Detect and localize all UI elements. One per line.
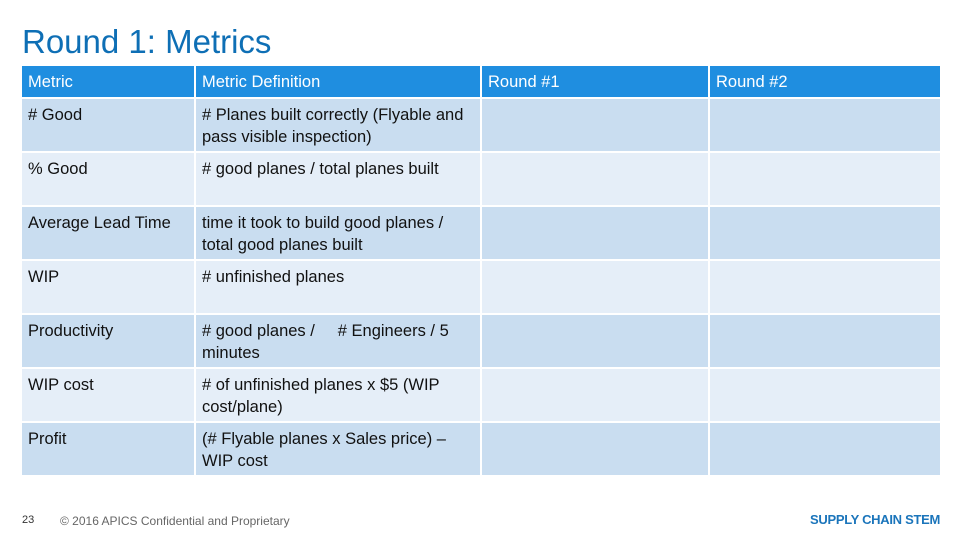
- table-row: Average Lead Time time it took to build …: [22, 206, 942, 261]
- metrics-table: Metric Metric Definition Round #1 Round …: [22, 66, 942, 477]
- header-metric: Metric: [22, 66, 196, 99]
- round-2-cell[interactable]: [709, 260, 942, 315]
- round-2-cell[interactable]: [709, 314, 942, 369]
- definition-cell: time it took to build good planes / tota…: [195, 206, 482, 261]
- definition-cell: # Planes built correctly (Flyable and pa…: [195, 98, 482, 153]
- definition-cell: # good planes / total planes built: [195, 152, 482, 207]
- round-1-cell[interactable]: [481, 98, 710, 153]
- definition-cell: # good planes / # Engineers / 5 minutes: [195, 314, 482, 369]
- round-2-cell[interactable]: [709, 98, 942, 153]
- table-row: % Good # good planes / total planes buil…: [22, 152, 942, 207]
- table-row: Productivity # good planes / # Engineers…: [22, 314, 942, 369]
- metric-cell: Average Lead Time: [22, 206, 196, 261]
- round-1-cell[interactable]: [481, 206, 710, 261]
- round-1-cell[interactable]: [481, 152, 710, 207]
- metric-cell: Profit: [22, 422, 196, 477]
- table-row: Profit (# Flyable planes x Sales price) …: [22, 422, 942, 477]
- round-2-cell[interactable]: [709, 422, 942, 477]
- round-1-cell[interactable]: [481, 260, 710, 315]
- definition-cell: # of unfinished planes x $5 (WIP cost/pl…: [195, 368, 482, 423]
- header-metric-definition: Metric Definition: [195, 66, 482, 99]
- round-1-cell[interactable]: [481, 422, 710, 477]
- copyright-notice: © 2016 APICS Confidential and Proprietar…: [60, 514, 290, 528]
- metric-cell: Productivity: [22, 314, 196, 369]
- definition-cell: # unfinished planes: [195, 260, 482, 315]
- round-2-cell[interactable]: [709, 152, 942, 207]
- table-row: # Good # Planes built correctly (Flyable…: [22, 98, 942, 153]
- round-1-cell[interactable]: [481, 314, 710, 369]
- metric-cell: # Good: [22, 98, 196, 153]
- supply-chain-stem-logo: SUPPLY CHAIN STEM: [810, 512, 940, 527]
- page-number: 23: [22, 514, 35, 526]
- table-row: WIP cost # of unfinished planes x $5 (WI…: [22, 368, 942, 423]
- round-2-cell[interactable]: [709, 368, 942, 423]
- metric-cell: WIP: [22, 260, 196, 315]
- logo-text: SUPPLY CHAIN STEM: [810, 512, 940, 527]
- table-row: WIP # unfinished planes: [22, 260, 942, 315]
- round-1-cell[interactable]: [481, 368, 710, 423]
- header-round-1: Round #1: [481, 66, 710, 99]
- round-2-cell[interactable]: [709, 206, 942, 261]
- definition-cell: (# Flyable planes x Sales price) – WIP c…: [195, 422, 482, 477]
- metric-cell: WIP cost: [22, 368, 196, 423]
- metric-cell: % Good: [22, 152, 196, 207]
- page-title: Round 1: Metrics: [22, 23, 272, 60]
- table-header-row: Metric Metric Definition Round #1 Round …: [22, 66, 942, 99]
- header-round-2: Round #2: [709, 66, 942, 99]
